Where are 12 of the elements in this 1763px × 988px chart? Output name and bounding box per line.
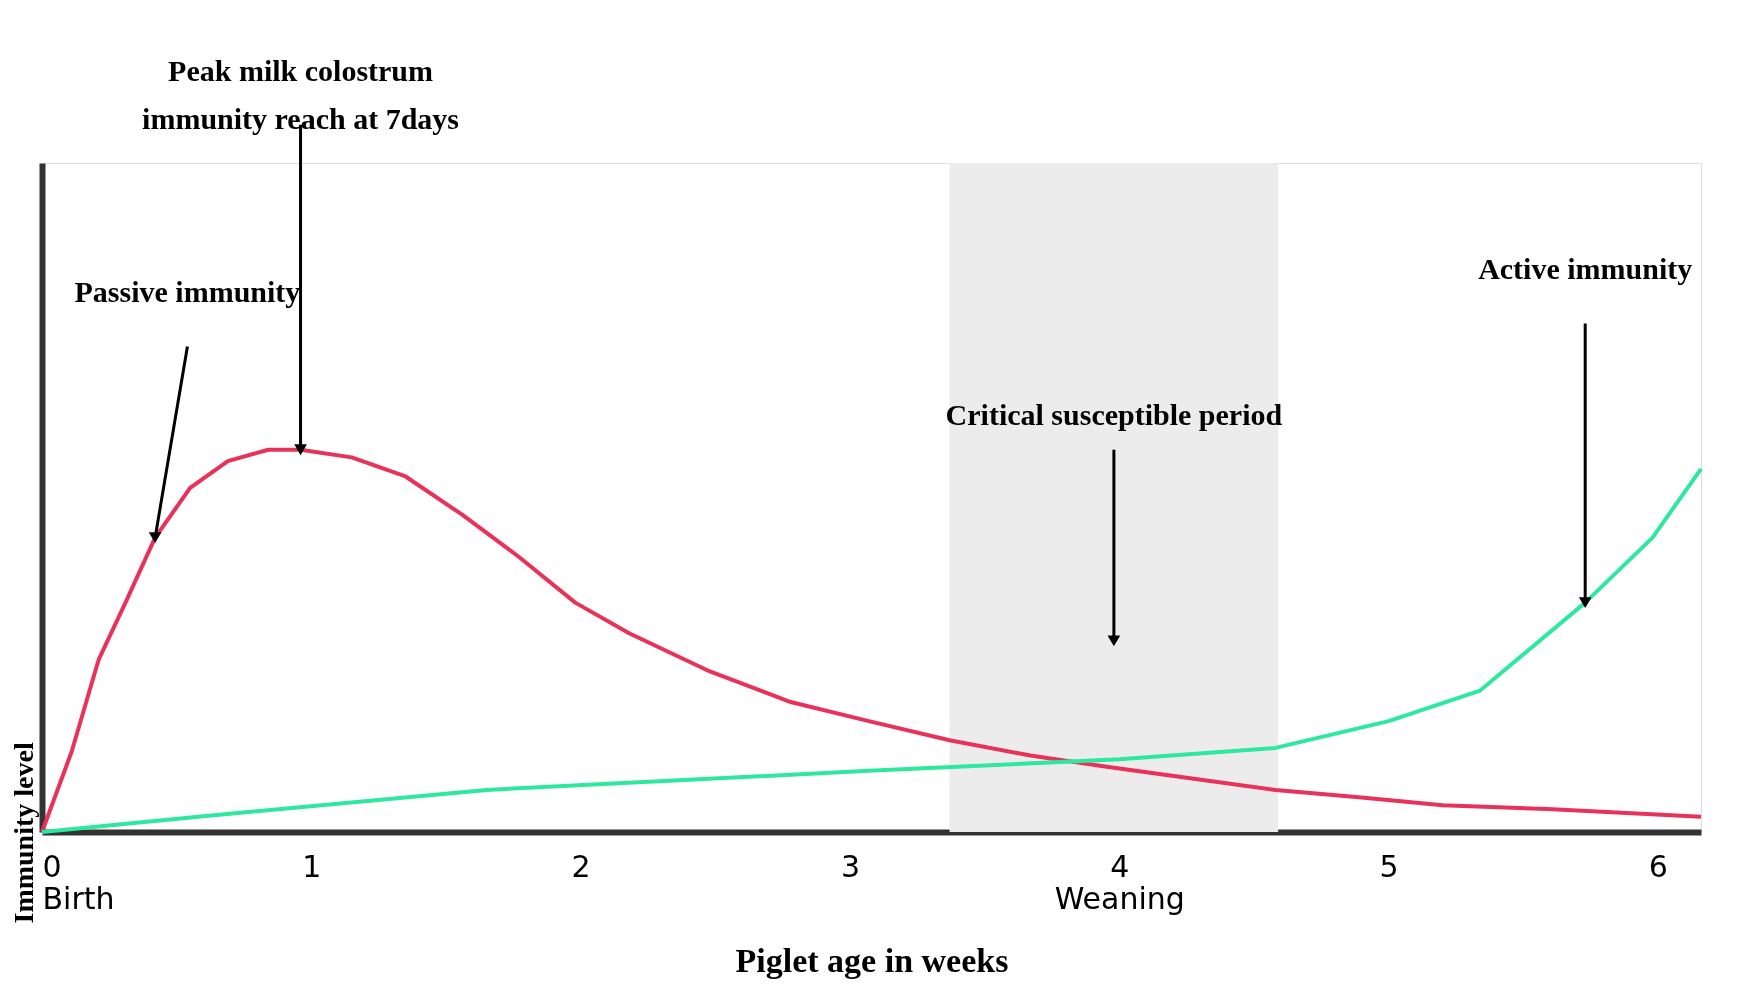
x-tick-label: 4 Weaning — [1054, 848, 1185, 916]
y-axis-title: Immunity level — [7, 742, 39, 924]
x-tick-label: 1 — [302, 848, 322, 884]
annotation: Peak milk colostrum immunity reach at 7days — [142, 53, 460, 135]
x-tick-label: 6 — [1648, 848, 1668, 884]
x-tick-label: 5 — [1379, 848, 1399, 884]
x-tick-label: 3 — [840, 848, 860, 884]
x-tick-label: 0 Birth — [42, 848, 115, 916]
x-axis-title: Piglet age in weeks — [735, 941, 1009, 979]
x-tick-label: 2 — [571, 848, 591, 884]
annotation: Active immunity — [1478, 252, 1693, 286]
band-label: Critical susceptible period — [945, 397, 1283, 431]
